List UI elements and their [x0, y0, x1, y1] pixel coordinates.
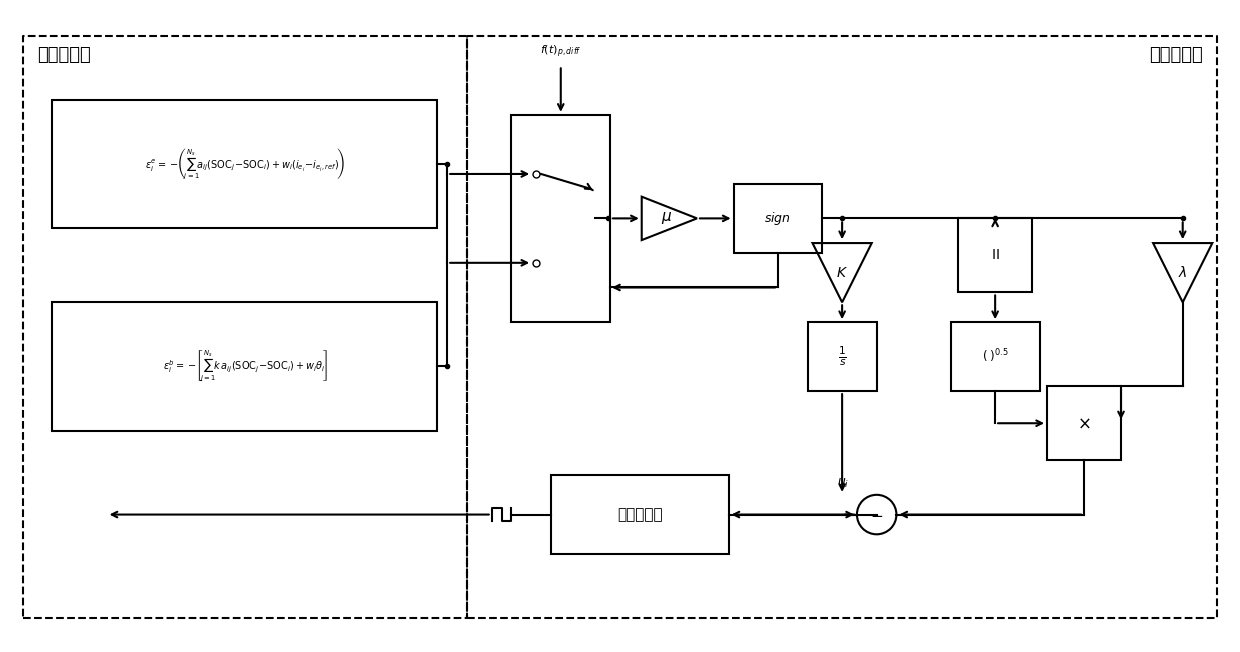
FancyBboxPatch shape	[511, 115, 610, 322]
Text: $\frac{1}{s}$: $\frac{1}{s}$	[838, 345, 847, 368]
Text: $\lambda$: $\lambda$	[1178, 265, 1188, 280]
FancyBboxPatch shape	[734, 184, 822, 253]
Text: $\varepsilon_i^e = -\!\left(\!\sum_{j=1}^{N_s}\!a_{ij}(\mathrm{SOC}_j\!-\!\mathr: $\varepsilon_i^e = -\!\left(\!\sum_{j=1}…	[145, 147, 345, 182]
FancyBboxPatch shape	[951, 322, 1039, 391]
FancyBboxPatch shape	[52, 100, 438, 228]
FancyBboxPatch shape	[1047, 386, 1121, 460]
Text: $\times$: $\times$	[1078, 414, 1091, 432]
Text: $(\;)^{0.5}$: $(\;)^{0.5}$	[982, 348, 1008, 365]
Text: $f(t)_{p,diff}$: $f(t)_{p,diff}$	[539, 44, 582, 61]
Text: 本地控制层: 本地控制层	[1148, 46, 1203, 64]
Text: $\varepsilon_i^b = -\!\left[\!\sum_{j=1}^{N_s}\!k\,a_{ij}(\mathrm{SOC}_j\!-\!\ma: $\varepsilon_i^b = -\!\left[\!\sum_{j=1}…	[162, 349, 327, 384]
Text: $\mathrm{II}$: $\mathrm{II}$	[991, 248, 999, 262]
Text: 二级控制层: 二级控制层	[37, 46, 92, 64]
Text: $\mu$: $\mu$	[661, 211, 672, 226]
Text: $u_i$: $u_i$	[837, 477, 849, 490]
FancyBboxPatch shape	[807, 322, 877, 391]
Text: 双环控制器: 双环控制器	[618, 507, 662, 522]
FancyBboxPatch shape	[551, 475, 729, 554]
Text: $sign$: $sign$	[764, 210, 791, 227]
Text: $K$: $K$	[836, 266, 848, 280]
Text: $-$: $-$	[870, 507, 883, 522]
FancyBboxPatch shape	[959, 218, 1032, 293]
FancyBboxPatch shape	[52, 303, 438, 430]
